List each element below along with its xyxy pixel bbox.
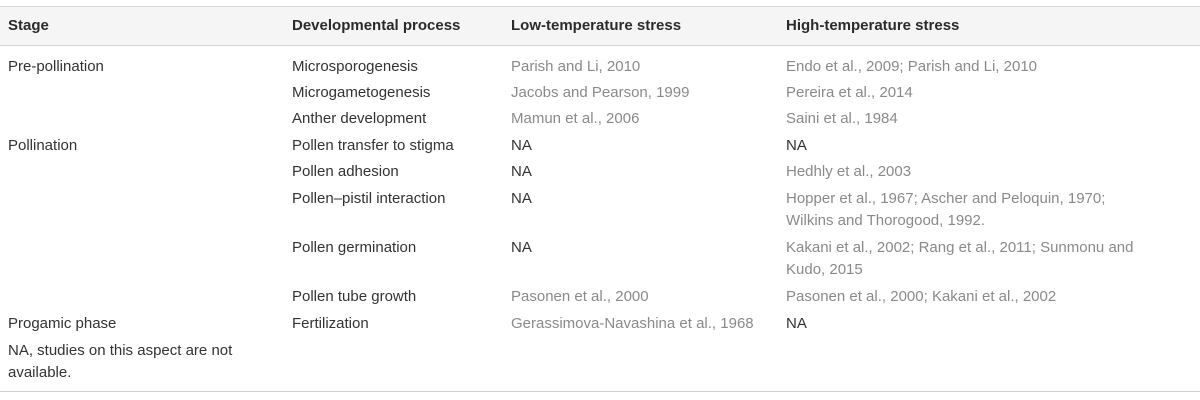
row-2-high: Saini et al., 1984 — [786, 110, 898, 127]
row-0-low: Parish and Li, 2010 — [511, 58, 641, 75]
row-8-stage: Progamic phase — [8, 315, 117, 332]
row-0-high: Endo et al., 2009; Parish and Li, 2010 — [786, 58, 1038, 75]
row-8-process: Fertilization — [292, 315, 369, 332]
footnote-line-2: available. — [8, 364, 72, 381]
row-6-process: Pollen germination — [292, 239, 417, 256]
header-developmental-process: Developmental process — [292, 17, 461, 34]
row-1-process: Microgametogenesis — [292, 84, 431, 101]
row-8-low: Gerassimova-Navashina et al., 1968 — [511, 315, 754, 332]
table-bottom-rule — [0, 391, 1200, 392]
row-4-high: Hedhly et al., 2003 — [786, 163, 912, 180]
footnote-line-1: NA, studies on this aspect are not — [8, 342, 233, 359]
row-6-low: NA — [511, 239, 532, 256]
row-4-low: NA — [511, 163, 532, 180]
row-7-process: Pollen tube growth — [292, 288, 417, 305]
row-5-process: Pollen–pistil interaction — [292, 190, 446, 207]
row-6-high-line-1: Kakani et al., 2002; Rang et al., 2011; … — [786, 239, 1134, 256]
row-2-low: Mamun et al., 2006 — [511, 110, 640, 127]
row-4-process: Pollen adhesion — [292, 163, 399, 180]
table-header-row: Stage Developmental process Low-temperat… — [0, 6, 1200, 46]
row-5-high-line-1: Hopper et al., 1967; Ascher and Peloquin… — [786, 190, 1106, 207]
row-3-process: Pollen transfer to stigma — [292, 137, 454, 154]
header-low-temperature-stress: Low-temperature stress — [511, 17, 682, 34]
row-7-high: Pasonen et al., 2000; Kakani et al., 200… — [786, 288, 1057, 305]
row-0-stage: Pre-pollination — [8, 58, 104, 75]
header-stage: Stage — [8, 17, 49, 34]
row-6-high-line-2: Kudo, 2015 — [786, 261, 863, 278]
row-8-high: NA — [786, 315, 807, 332]
row-5-low: NA — [511, 190, 532, 207]
row-5-high-line-2: Wilkins and Thorogood, 1992. — [786, 212, 986, 229]
row-3-high: NA — [786, 137, 807, 154]
row-2-process: Anther development — [292, 110, 427, 127]
row-0-process: Microsporogenesis — [292, 58, 418, 75]
header-high-temperature-stress: High-temperature stress — [786, 17, 960, 34]
row-7-low: Pasonen et al., 2000 — [511, 288, 649, 305]
row-3-low: NA — [511, 137, 532, 154]
row-3-stage: Pollination — [8, 137, 78, 154]
row-1-high: Pereira et al., 2014 — [786, 84, 913, 101]
row-1-low: Jacobs and Pearson, 1999 — [511, 84, 690, 101]
